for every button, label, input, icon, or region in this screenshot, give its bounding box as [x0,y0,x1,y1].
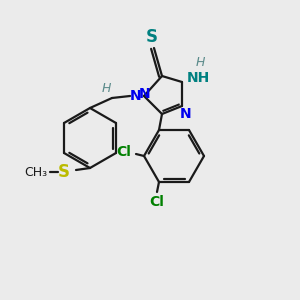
Text: N: N [180,107,192,121]
Text: Cl: Cl [117,145,131,159]
Text: H: H [101,82,111,94]
Text: Cl: Cl [150,195,164,209]
Text: N: N [139,87,151,101]
Text: NH: NH [186,71,210,85]
Text: H: H [195,56,205,68]
Text: N: N [130,89,142,103]
Text: CH₃: CH₃ [24,166,48,178]
Text: S: S [58,163,70,181]
Text: S: S [146,28,158,46]
